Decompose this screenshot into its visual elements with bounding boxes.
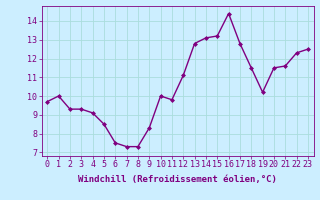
X-axis label: Windchill (Refroidissement éolien,°C): Windchill (Refroidissement éolien,°C) — [78, 175, 277, 184]
